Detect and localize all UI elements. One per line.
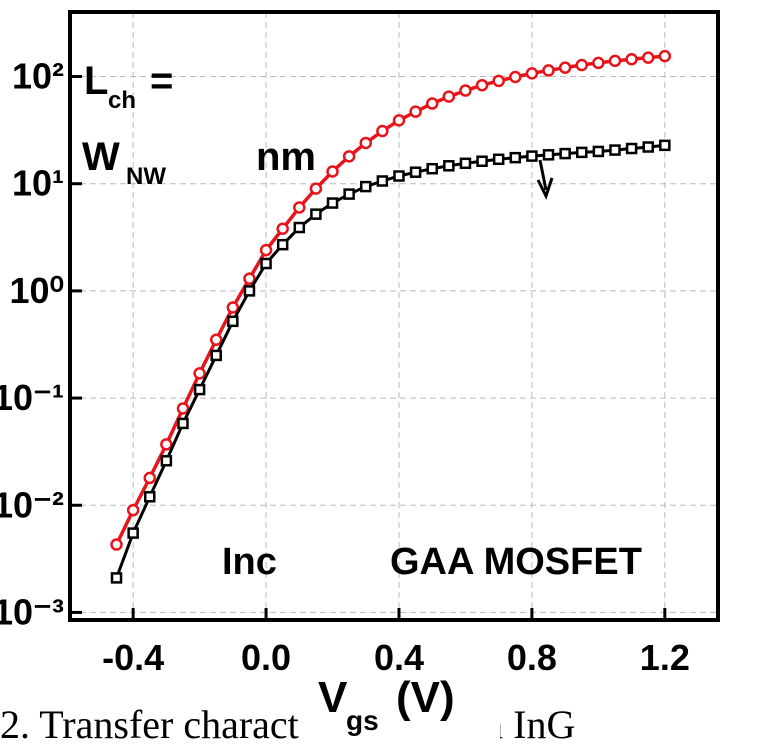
marker xyxy=(641,51,655,64)
marker xyxy=(376,175,389,187)
marker xyxy=(177,417,189,430)
x-axis-label-unit: (V) xyxy=(396,673,455,722)
marker xyxy=(476,155,488,168)
x-tick-label: 1.2 xyxy=(640,637,690,678)
x-tick-label: 0.4 xyxy=(374,637,424,678)
marker xyxy=(542,149,555,161)
marker xyxy=(276,222,289,235)
y-tick-label: 10² xyxy=(12,56,64,97)
marker xyxy=(558,61,572,74)
marker xyxy=(575,58,589,72)
marker xyxy=(525,67,539,80)
marker xyxy=(110,538,123,551)
marker xyxy=(425,97,439,110)
marker xyxy=(459,157,472,170)
marker xyxy=(475,78,489,92)
annotation: L xyxy=(84,59,108,103)
marker xyxy=(309,182,323,195)
marker xyxy=(509,151,522,164)
marker xyxy=(160,438,173,451)
marker xyxy=(293,221,306,234)
annotation: NW xyxy=(126,163,166,190)
annotations: L ch = W NW nm Inc GAA MOSFET xyxy=(82,59,642,583)
marker xyxy=(193,383,206,396)
marker xyxy=(492,153,505,166)
marker xyxy=(143,471,157,485)
marker xyxy=(193,367,206,380)
marker xyxy=(127,527,139,539)
marker xyxy=(227,315,239,328)
marker xyxy=(310,208,322,220)
marker xyxy=(625,142,638,155)
marker xyxy=(360,180,372,193)
series-line xyxy=(114,54,665,546)
marker xyxy=(426,162,438,175)
marker xyxy=(625,52,638,66)
series-line xyxy=(115,143,665,579)
y-tick-label: 10¹ xyxy=(12,163,64,204)
x-axis-label: V xyxy=(318,673,348,722)
marker xyxy=(276,238,289,251)
marker xyxy=(126,503,140,517)
marker xyxy=(293,201,306,214)
annotation: = xyxy=(150,59,173,103)
marker xyxy=(459,84,472,97)
marker xyxy=(492,74,505,88)
marker xyxy=(376,124,389,138)
marker xyxy=(326,165,339,178)
marker xyxy=(342,150,356,163)
marker xyxy=(576,146,588,159)
marker xyxy=(209,333,223,347)
plot-frame xyxy=(68,10,720,622)
marker xyxy=(592,56,605,70)
x-tick-label: 0.0 xyxy=(241,637,291,678)
marker xyxy=(542,64,555,77)
marker xyxy=(226,301,240,314)
marker xyxy=(409,105,422,118)
marker xyxy=(409,166,422,178)
marker xyxy=(110,572,123,584)
label-backdrop xyxy=(300,662,500,748)
marker xyxy=(592,145,605,158)
annotation: GAA MOSFET xyxy=(390,541,642,583)
annotation: Inc xyxy=(222,541,277,583)
marker xyxy=(176,402,190,415)
y-tick-label: 10⁻¹ xyxy=(0,377,64,418)
marker xyxy=(210,349,222,362)
marker xyxy=(443,160,455,172)
marker xyxy=(144,491,156,503)
marker xyxy=(259,243,273,257)
marker xyxy=(609,144,621,156)
marker xyxy=(608,54,622,68)
marker xyxy=(243,285,256,297)
marker xyxy=(559,147,571,160)
y-tick-label: 10⁰ xyxy=(10,270,64,311)
marker xyxy=(359,136,373,150)
arrow xyxy=(536,159,554,200)
marker xyxy=(243,272,256,285)
marker xyxy=(442,90,456,103)
marker xyxy=(160,455,173,467)
marker xyxy=(393,170,405,182)
marker xyxy=(326,197,339,209)
marker xyxy=(260,257,272,270)
marker xyxy=(658,49,672,63)
plot-area: 10⁻³ 10⁻² 10⁻¹ 10⁰ 10¹ 10² -0.4 0.0 0.4 0.8 1.2 xyxy=(0,10,720,678)
annotation: nm xyxy=(256,135,316,179)
annotation: ch xyxy=(108,87,136,114)
marker xyxy=(509,70,522,84)
marker xyxy=(392,114,406,127)
y-tick-label: 10⁻³ xyxy=(0,591,64,632)
annotation: W xyxy=(82,135,120,179)
marker xyxy=(526,150,538,162)
y-tick-label: 10⁻² xyxy=(0,484,64,525)
x-tick-label: -0.4 xyxy=(102,637,164,678)
x-tick-label: 0.8 xyxy=(507,637,557,678)
marker xyxy=(642,141,654,153)
x-axis-label-sub: gs xyxy=(346,705,379,736)
marker xyxy=(343,188,355,200)
marker xyxy=(659,139,671,152)
